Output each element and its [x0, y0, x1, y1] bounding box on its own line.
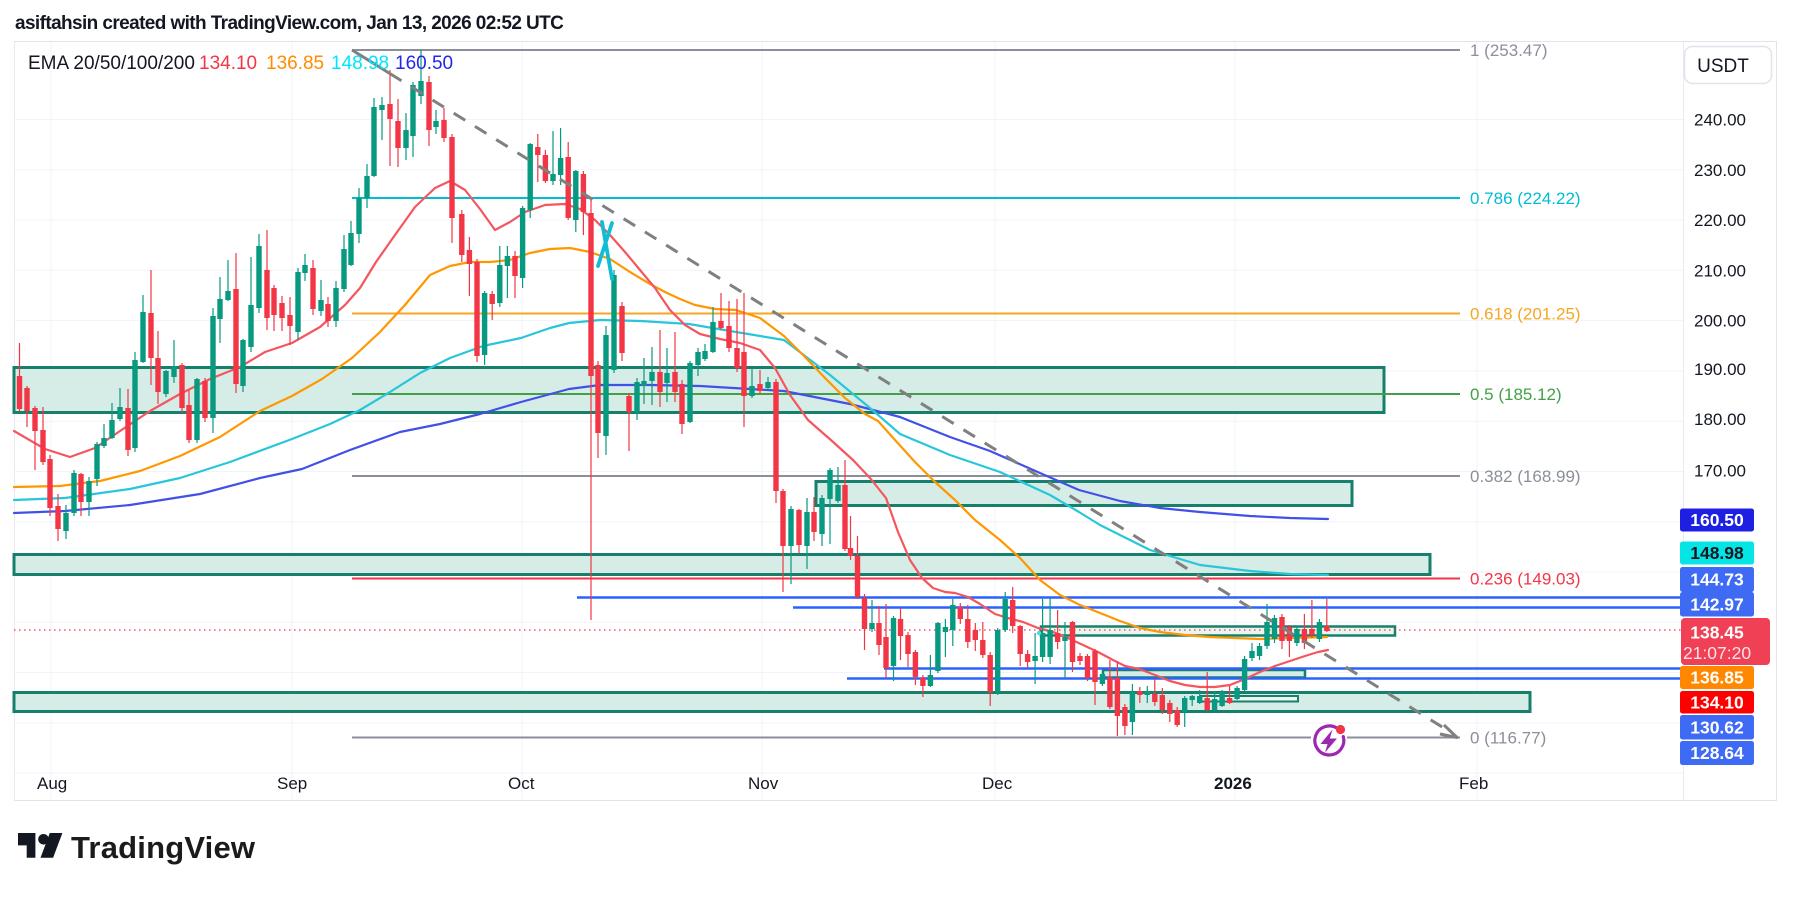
svg-text:128.64: 128.64	[1690, 743, 1744, 763]
svg-text:134.10: 134.10	[199, 53, 257, 74]
svg-text:TradingView: TradingView	[71, 830, 256, 865]
svg-text:210.00: 210.00	[1694, 261, 1746, 280]
svg-text:Aug: Aug	[37, 774, 67, 793]
svg-text:136.85: 136.85	[266, 53, 324, 74]
svg-text:0.786 (224.22): 0.786 (224.22)	[1470, 189, 1581, 208]
svg-text:142.97: 142.97	[1690, 594, 1744, 614]
svg-text:170.00: 170.00	[1694, 462, 1746, 481]
svg-text:148.98: 148.98	[331, 53, 389, 74]
svg-text:190.00: 190.00	[1694, 360, 1746, 379]
svg-text:130.62: 130.62	[1690, 717, 1744, 737]
svg-text:Feb: Feb	[1459, 774, 1488, 793]
svg-text:230.00: 230.00	[1694, 161, 1746, 180]
svg-text:144.73: 144.73	[1690, 570, 1744, 590]
svg-text:Oct: Oct	[508, 774, 535, 793]
svg-text:asiftahsin created with Tradin: asiftahsin created with TradingView.com,…	[15, 13, 564, 34]
svg-text:138.45: 138.45	[1690, 623, 1744, 643]
svg-text:180.00: 180.00	[1694, 410, 1746, 429]
svg-text:EMA 20/50/100/200: EMA 20/50/100/200	[28, 53, 195, 74]
svg-text:0.382 (168.99): 0.382 (168.99)	[1470, 467, 1581, 486]
svg-text:21:07:20: 21:07:20	[1683, 643, 1751, 663]
svg-text:160.50: 160.50	[1690, 510, 1744, 530]
svg-text:USDT: USDT	[1697, 56, 1749, 77]
svg-text:160.50: 160.50	[395, 53, 453, 74]
svg-text:134.10: 134.10	[1690, 692, 1744, 712]
svg-text:136.85: 136.85	[1690, 668, 1744, 688]
svg-text:Sep: Sep	[277, 774, 307, 793]
svg-text:220.00: 220.00	[1694, 211, 1746, 230]
svg-text:0.618 (201.25): 0.618 (201.25)	[1470, 305, 1581, 324]
svg-text:0.5 (185.12): 0.5 (185.12)	[1470, 385, 1562, 404]
svg-text:200.00: 200.00	[1694, 312, 1746, 331]
svg-text:0 (116.77): 0 (116.77)	[1470, 729, 1546, 748]
svg-text:Nov: Nov	[748, 774, 779, 793]
svg-text:148.98: 148.98	[1690, 543, 1744, 563]
svg-text:0.236 (149.03): 0.236 (149.03)	[1470, 570, 1581, 589]
svg-text:2026: 2026	[1214, 774, 1252, 793]
svg-text:Dec: Dec	[982, 774, 1013, 793]
svg-text:1 (253.47): 1 (253.47)	[1470, 41, 1548, 60]
svg-text:240.00: 240.00	[1694, 111, 1746, 130]
